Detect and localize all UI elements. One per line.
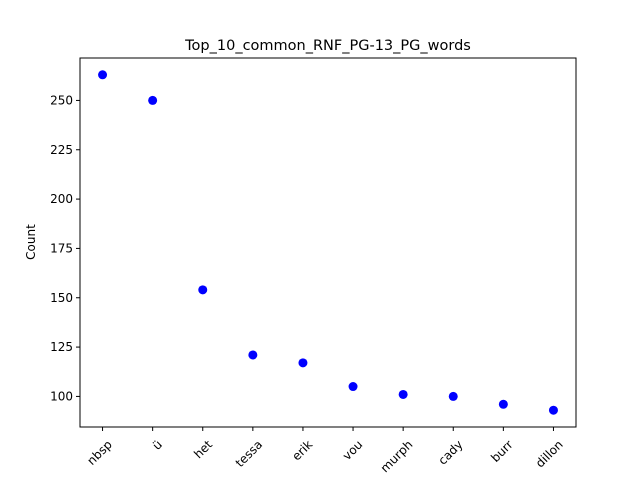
y-axis: 100 125 150 175 200 225 250 — [50, 93, 80, 403]
y-tick-label: 200 — [50, 192, 73, 206]
data-point — [298, 358, 308, 368]
y-axis-label: Count — [24, 224, 38, 260]
y-tick-label: 250 — [50, 93, 73, 107]
axes-frame — [79, 57, 577, 428]
data-point — [548, 405, 558, 415]
data-point — [98, 70, 108, 80]
data-point — [248, 350, 258, 360]
data-points — [98, 70, 558, 415]
chart-title: Top_10_common_RNF_PG-13_PG_words — [184, 38, 471, 54]
data-point — [398, 389, 408, 399]
data-point — [148, 95, 158, 105]
data-point — [348, 382, 358, 392]
y-tick-label: 225 — [50, 143, 73, 157]
data-point — [498, 399, 508, 409]
data-point — [448, 391, 458, 401]
y-tick-label: 150 — [50, 291, 73, 305]
y-tick-label: 125 — [50, 340, 73, 354]
data-point — [198, 285, 208, 295]
y-tick-label: 175 — [50, 241, 73, 255]
y-tick-label: 100 — [50, 389, 73, 403]
plot-area — [79, 57, 577, 428]
